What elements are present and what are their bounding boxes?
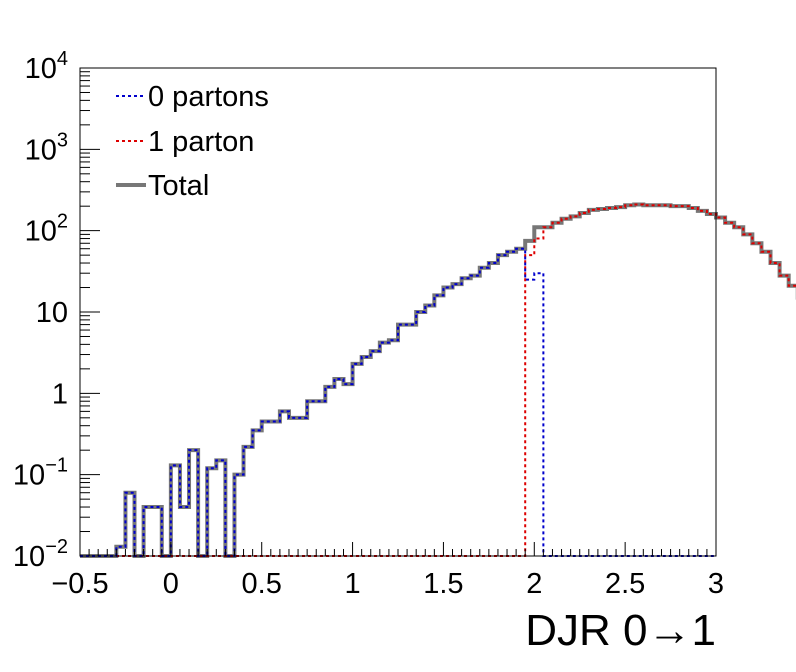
- x-tick-label: 2.5: [605, 568, 645, 600]
- legend-label: 0 partons: [148, 81, 269, 113]
- legend-label: Total: [148, 170, 209, 202]
- legend-label: 1 parton: [148, 126, 254, 158]
- y-tick-label: 102: [25, 211, 68, 248]
- x-axis-title: DJR 0→1: [525, 606, 716, 655]
- x-tick-label: 2: [526, 568, 542, 600]
- legend-item-1-parton: 1 parton: [116, 126, 254, 158]
- y-tick-label: 10: [36, 297, 68, 329]
- legend-item-0-partons: 0 partons: [116, 81, 269, 113]
- x-tick-label: 1.5: [423, 568, 463, 600]
- x-tick-label: −0.5: [51, 568, 108, 600]
- y-tick-label: 10−2: [13, 536, 68, 573]
- y-tick-label: 103: [25, 129, 68, 166]
- x-tick-label: 0.5: [242, 568, 282, 600]
- y-tick-label: 10−1: [13, 455, 68, 492]
- x-tick-label: 0: [163, 568, 179, 600]
- y-axis: 10−2 10−1 1 10 102 103 104: [13, 48, 100, 573]
- x-axis: −0.5 0 0.5 1 1.5 2 2.5 3: [51, 542, 724, 600]
- legend: 0 partons 1 parton Total: [116, 81, 269, 202]
- legend-item-total: Total: [116, 170, 209, 202]
- y-tick-label: 104: [25, 48, 68, 85]
- x-tick-label: 3: [708, 568, 724, 600]
- x-tick-label: 1: [345, 568, 361, 600]
- y-tick-label: 1: [52, 378, 68, 410]
